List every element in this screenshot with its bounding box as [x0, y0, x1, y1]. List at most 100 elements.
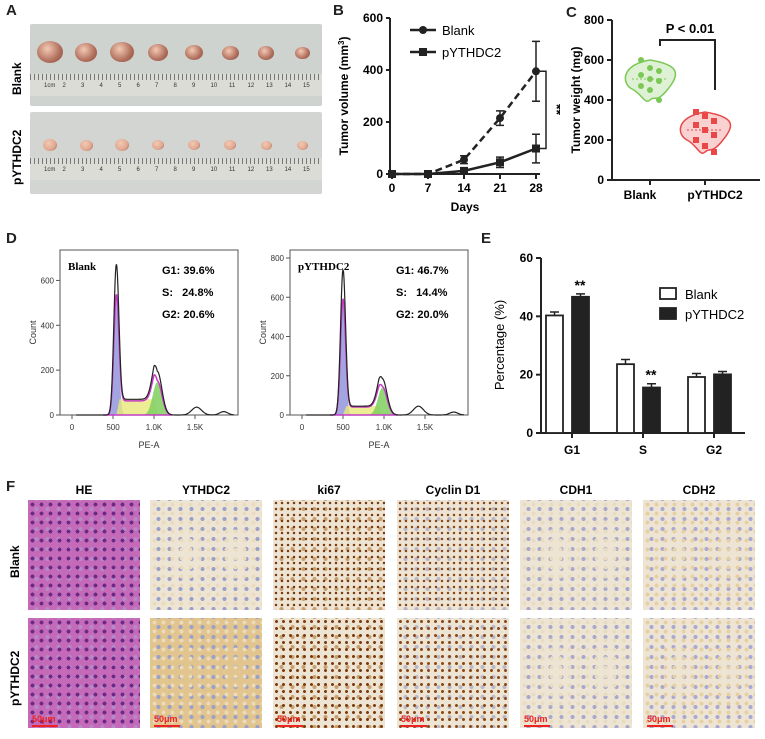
tumor — [296, 140, 308, 150]
ruler-label: 5 — [118, 167, 122, 173]
tumor — [152, 140, 164, 151]
ihc-image-ythdc2-pythdc2: 50μm — [150, 618, 262, 728]
tumor — [43, 139, 57, 151]
g1-fill — [333, 301, 353, 415]
y-tick-label: 0 — [280, 411, 285, 420]
scale-bar: 50μm — [647, 714, 673, 727]
scale-bar: 50μm — [524, 714, 550, 727]
phase-percentage: G2: 20.6% — [162, 309, 215, 321]
model-fit-line — [330, 298, 400, 416]
tumor — [75, 43, 97, 62]
ihc-image-cdh1-pythdc2: 50μm — [520, 618, 632, 728]
scale-bar: 50μm — [277, 714, 303, 727]
ruler-label: 4 — [99, 167, 103, 173]
tumor — [188, 140, 200, 151]
data-point — [496, 114, 504, 123]
y-tick-label: 800 — [584, 13, 604, 27]
ihc-image-cdh1-blank — [520, 500, 632, 610]
y-tick-label: 600 — [363, 11, 383, 25]
data-point — [424, 170, 432, 178]
s-phase-fill — [116, 399, 158, 415]
data-point — [388, 170, 396, 178]
y-tick-label: 0 — [526, 426, 533, 440]
data-point — [702, 127, 708, 133]
y-tick-label: 400 — [271, 333, 285, 342]
ruler-label: 12 — [247, 167, 255, 173]
significance-stars: ** — [549, 104, 560, 115]
y-tick-label: 0 — [376, 167, 383, 181]
y-axis-label: Tumor volume (mm3) — [337, 37, 352, 156]
tumor-photo-pythdc2: 1cm 2 3 4 5 6 7 8 9 10 11 12 13 14 15 — [30, 112, 322, 194]
ruler-label: 7 — [155, 167, 159, 173]
cell-cycle-bar-chart: 0 20 40 60 Percentage (%) G1 ** S ** G2 Blank pYTHD… — [492, 251, 745, 457]
tumor — [37, 41, 63, 64]
tumor — [258, 46, 274, 60]
ruler-label: 11 — [229, 83, 236, 89]
ruler-label: 5 — [118, 83, 122, 89]
y-axis-label: Count — [258, 320, 268, 345]
ruler-label: 11 — [229, 167, 236, 173]
x-tick-label: 14 — [457, 181, 471, 195]
x-tick-label: 0 — [389, 181, 396, 195]
bar-Blank-S — [616, 363, 635, 434]
data-point — [656, 97, 662, 103]
ruler-label: 3 — [81, 167, 85, 173]
y-tick-label: 200 — [41, 366, 55, 375]
ruler-label: 9 — [192, 83, 196, 89]
x-tick-label: 0 — [300, 423, 305, 432]
significance-bracket — [540, 70, 547, 150]
ihc-image-he-blank — [28, 500, 140, 610]
legend-label: Blank — [442, 23, 475, 38]
x-tick-label: 21 — [493, 181, 507, 195]
panel-label-e: E — [481, 230, 492, 247]
y-tick-label: 200 — [363, 115, 383, 129]
g1-fill — [106, 297, 127, 415]
x-tick-label: 28 — [529, 181, 543, 195]
histogram-title: Blank — [68, 261, 97, 273]
y-tick-label: 0 — [597, 173, 604, 187]
legend-label: pYTHDC2 — [685, 307, 744, 322]
panel-label-d: D — [6, 230, 17, 247]
x-tick-label: G2 — [706, 443, 722, 457]
bar-pYTHDC2-G1 — [571, 295, 590, 434]
phase-percentage: G1: 46.7% — [396, 265, 449, 277]
data-point — [656, 78, 662, 84]
tumor — [224, 140, 236, 151]
data-point — [711, 118, 717, 124]
scale-bar: 50μm — [32, 714, 58, 727]
x-axis-label: PE-A — [138, 440, 159, 450]
y-axis-label: Percentage (%) — [492, 300, 507, 390]
data-point — [693, 137, 699, 143]
cell-cycle-histogram-pythdc2: 0 200 400 600 800 0 500 1.0K 1.5K PE-A Count pYTHDC… — [258, 249, 469, 450]
y-tick-label: 60 — [520, 251, 534, 265]
ruler-label: 1cm — [44, 167, 56, 173]
y-tick-label: 40 — [520, 309, 534, 323]
ruler-label: 13 — [266, 167, 273, 173]
ruler-label: 10 — [210, 83, 218, 89]
y-tick-label: 600 — [584, 53, 604, 67]
ruler-label: 10 — [210, 167, 218, 173]
ihc-image-cdh2-blank — [643, 500, 755, 610]
significance-stars: ** — [575, 277, 586, 293]
data-point — [647, 65, 653, 71]
data-point — [532, 67, 540, 76]
panel-label-f: F — [6, 478, 16, 495]
phase-percentage: S: 24.8% — [162, 287, 214, 299]
tumor-photo-blank: 1cm 2 3 4 5 6 7 8 9 10 11 12 13 14 15 — [30, 24, 322, 106]
ihc-image-ki67-pythdc2: 50μm — [273, 618, 385, 728]
data-point — [702, 143, 708, 149]
ruler-label: 3 — [81, 83, 85, 89]
data-point — [656, 68, 662, 74]
panel-label-a: A — [6, 2, 17, 19]
y-axis-label: Tumor weight (mg) — [569, 46, 583, 153]
ruler-label: 8 — [173, 167, 177, 173]
bar-pYTHDC2-S — [642, 386, 661, 434]
tumor — [221, 45, 239, 60]
x-tick-label: 500 — [336, 423, 350, 432]
bar-Blank-G2 — [687, 376, 706, 434]
data-point — [638, 83, 644, 89]
y-tick-label: 600 — [41, 276, 55, 285]
bar-pYTHDC2-G2 — [713, 373, 732, 434]
column-header: ki67 — [317, 483, 341, 497]
ruler-label: 6 — [136, 83, 140, 89]
